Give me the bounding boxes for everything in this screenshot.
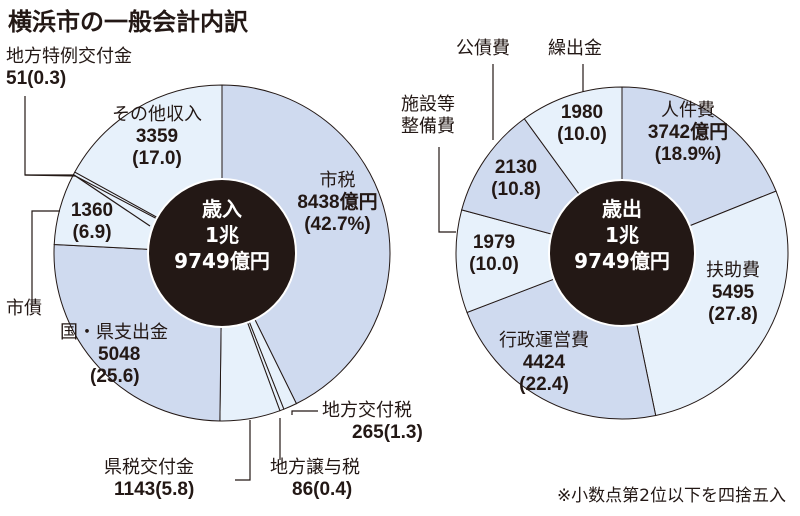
label-shisai-values: 1360 (6.9) (62, 200, 122, 244)
label-value: 3742億円 (647, 122, 729, 143)
donut-center (548, 179, 696, 327)
label-value: 1360 (70, 200, 114, 221)
label-pct: (25.6) (90, 366, 140, 387)
expenditure-total-oku: 9749億円 (574, 249, 670, 273)
expenditure-center-label: 歳出 1兆 9749億円 (550, 196, 694, 274)
slice-施設等整備費 (455, 209, 624, 314)
label-pct: (6.9) (72, 222, 112, 243)
label-name-line2: 整備費 (401, 116, 455, 137)
revenue-center-title: 歳入 (202, 197, 242, 221)
label-value: 1979 (472, 232, 516, 253)
label-sonota-shunyu: その他収入 3359 (17.0) (102, 104, 212, 170)
label-shisetsu-name: 施設等 整備費 (401, 94, 455, 138)
label-pct: (0.3) (27, 68, 67, 89)
label-value: 5495 (711, 282, 755, 303)
revenue-donut-chart (53, 84, 391, 422)
label-pct: (27.8) (708, 304, 758, 325)
label-pct: (10.0) (469, 254, 519, 275)
label-value: 86 (292, 479, 314, 500)
label-value: 4424 (522, 352, 566, 373)
label-chihou-koufuzei: 地方交付税 265(1.3) (322, 400, 423, 444)
label-name: 繰出金 (548, 38, 602, 59)
label-gyousei-uneihi: 行政運営費 4424 (22.4) (496, 330, 592, 396)
label-value: 1980 (560, 102, 604, 123)
label-pct: (18.9%) (654, 144, 722, 165)
label-name: 人件費 (661, 100, 715, 121)
expenditure-donut-chart (455, 86, 789, 420)
label-fujohi: 扶助費 5495 (27.8) (698, 260, 768, 326)
label-name: 国・県支出金 (60, 322, 168, 343)
label-name: 公債費 (456, 38, 510, 59)
revenue-total-cho: 1兆 (205, 223, 239, 247)
label-name: 地方譲与税 (270, 457, 360, 478)
label-pct: (10.0) (557, 124, 607, 145)
label-name-line1: 施設等 (401, 94, 455, 115)
label-value: 1143 (114, 479, 156, 500)
label-pct: (0.4) (313, 479, 353, 500)
label-chihou-jouyozei: 地方譲与税 86(0.4) (270, 457, 360, 501)
leader-lines (24, 64, 584, 481)
revenue-total-oku: 9749億円 (174, 249, 270, 273)
label-value: 2130 (494, 157, 538, 178)
label-shisai-name: 市債 (6, 298, 42, 320)
label-pct: (22.4) (519, 374, 569, 395)
expenditure-total-cho: 1兆 (605, 223, 639, 247)
label-kousaihi-name: 公債費 (456, 38, 510, 60)
label-name: 扶助費 (706, 260, 760, 281)
label-jinkenhi: 人件費 3742億円 (18.9%) (640, 100, 736, 166)
label-value: 3359 (135, 126, 179, 147)
label-name: 市債 (6, 298, 42, 319)
label-name: 地方特例交付金 (6, 46, 132, 67)
label-kenzei-koufukin: 県税交付金 1143(5.8) (104, 457, 194, 501)
expenditure-center-title: 歳出 (602, 197, 642, 221)
label-pct: (17.0) (132, 148, 182, 169)
label-value: 265 (352, 422, 384, 443)
label-shisetsu-values: 1979 (10.0) (462, 232, 526, 276)
revenue-center-label: 歳入 1兆 9749億円 (150, 196, 294, 274)
label-value: 5048 (98, 344, 141, 365)
chart-title: 横浜市の一般会計内訳 (8, 8, 248, 36)
label-name: 市税 (319, 170, 356, 191)
label-chihou-tokurei-koufukin: 地方特例交付金 51(0.3) (6, 46, 132, 90)
label-pct: (5.8) (155, 479, 195, 500)
label-kuridashikin-values: 1980 (10.0) (550, 102, 614, 146)
label-pct: (42.7%) (304, 214, 371, 235)
label-value: 51 (6, 68, 28, 89)
label-kousaihi-values: 2130 (10.8) (484, 157, 548, 201)
label-pct: (1.3) (383, 422, 423, 443)
label-kuni-ken-shishutsukin: 国・県支出金 5048 (25.6) (60, 322, 168, 388)
footnote: ※小数点第2位以下を四捨五入 (556, 486, 786, 506)
label-name: 県税交付金 (104, 457, 194, 478)
label-shizei: 市税 8438億円 (42.7%) (290, 170, 385, 236)
donut-center (147, 178, 297, 328)
label-name: その他収入 (112, 104, 202, 125)
label-name: 行政運営費 (499, 330, 589, 351)
label-name: 地方交付税 (322, 400, 412, 421)
label-pct: (10.8) (491, 179, 541, 200)
slice-市税 (221, 84, 391, 405)
label-kuridashikin-name: 繰出金 (548, 38, 602, 60)
label-value: 8438億円 (297, 192, 378, 213)
